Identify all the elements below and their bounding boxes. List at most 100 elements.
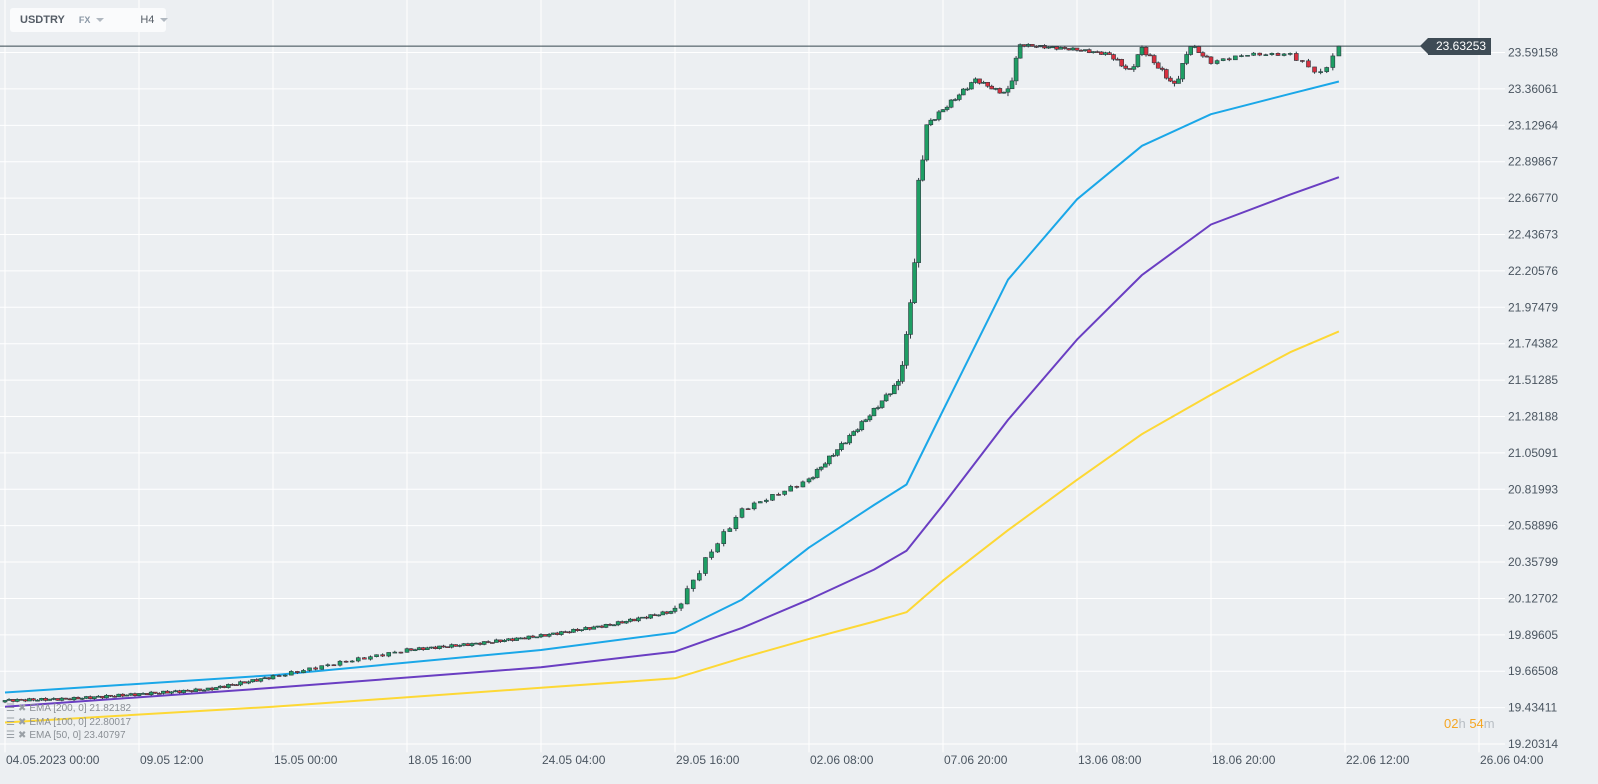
candle-up bbox=[250, 679, 255, 683]
candle-up bbox=[1184, 54, 1189, 64]
candle-down bbox=[1204, 55, 1210, 58]
close-icon[interactable]: ✖ bbox=[17, 703, 27, 714]
market-label: FX bbox=[78, 15, 91, 25]
candle-up bbox=[325, 664, 331, 667]
price-tick-label: 23.12964 bbox=[1508, 118, 1558, 132]
legend-item: ☰ ✖ EMA [100, 0] 22.80017 bbox=[6, 716, 131, 730]
timeframe-dropdown-icon[interactable] bbox=[160, 18, 169, 22]
candle-down bbox=[530, 635, 536, 638]
price-tick-label: 22.89867 bbox=[1508, 155, 1558, 169]
candle-up bbox=[181, 689, 186, 693]
countdown-hours: 02 bbox=[1444, 716, 1459, 731]
market-dropdown-icon[interactable] bbox=[96, 18, 105, 22]
candle-down bbox=[1300, 60, 1305, 62]
time-tick-label: 04.05.2023 00:00 bbox=[6, 753, 100, 767]
candle-up bbox=[374, 654, 379, 658]
candle-up bbox=[514, 637, 519, 641]
candle-up bbox=[506, 638, 511, 641]
legend-label: EMA [50, 0] 23.40797 bbox=[29, 730, 126, 741]
candle-up bbox=[6, 699, 12, 701]
candle-up bbox=[993, 88, 999, 90]
candle-down bbox=[1095, 51, 1100, 53]
candle-down bbox=[254, 679, 260, 682]
candle-down bbox=[1086, 49, 1092, 53]
candle-up bbox=[538, 634, 544, 638]
candle-down bbox=[1306, 60, 1311, 68]
candle-down bbox=[75, 696, 81, 700]
candle-down bbox=[433, 646, 438, 649]
candle-down bbox=[776, 494, 781, 496]
candle-down bbox=[221, 685, 227, 688]
price-tick-label: 19.20314 bbox=[1508, 737, 1558, 751]
candle-down bbox=[664, 611, 670, 614]
candle-down bbox=[165, 690, 170, 694]
candle-up bbox=[71, 696, 77, 701]
candle-up bbox=[715, 543, 720, 553]
candle-up bbox=[288, 671, 294, 676]
candle-up bbox=[47, 698, 52, 701]
candle-up bbox=[1090, 51, 1096, 53]
candle-up bbox=[709, 551, 714, 558]
candle-down bbox=[465, 643, 471, 646]
candle-down bbox=[1200, 52, 1206, 57]
candle-up bbox=[1318, 71, 1323, 73]
candle-up bbox=[757, 501, 763, 504]
time-tick-label: 13.06 08:00 bbox=[1078, 753, 1142, 767]
candle-up bbox=[1103, 52, 1108, 55]
candle-up bbox=[1239, 55, 1244, 57]
candle-down bbox=[1159, 67, 1165, 70]
candle-up bbox=[867, 415, 873, 421]
candle-up bbox=[1269, 52, 1275, 55]
candle-up bbox=[831, 454, 836, 457]
candle-up bbox=[904, 334, 909, 366]
candle-down bbox=[1115, 58, 1120, 61]
close-icon[interactable]: ✖ bbox=[17, 716, 27, 728]
time-tick-label: 09.05 12:00 bbox=[140, 753, 204, 767]
candle-down bbox=[23, 699, 28, 702]
time-axis[interactable]: 04.05.2023 00:00 09.05 12:00 15.05 00:00 18… bbox=[6, 753, 1544, 767]
candle-down bbox=[563, 631, 568, 633]
candle-up bbox=[932, 119, 938, 121]
candle-up bbox=[751, 502, 757, 510]
time-tick-label: 18.05 16:00 bbox=[408, 753, 472, 767]
symbol-label[interactable]: USDTRY bbox=[20, 14, 65, 26]
candle-up bbox=[764, 499, 769, 502]
price-axis[interactable]: 23.59158 23.36061 23.12964 22.89867 22.66770… bbox=[1508, 46, 1558, 751]
settings-icon[interactable]: ☰ bbox=[6, 703, 15, 714]
candle-down bbox=[542, 634, 548, 637]
candle-up bbox=[262, 677, 268, 680]
candle-down bbox=[498, 639, 503, 643]
candle-up bbox=[1017, 44, 1023, 59]
candle-up bbox=[1013, 57, 1019, 82]
candle-up bbox=[404, 648, 410, 653]
candle-up bbox=[469, 643, 475, 646]
timeframe-label[interactable]: H4 bbox=[140, 14, 155, 26]
candle-up bbox=[201, 689, 207, 692]
indicator-legend: ☰ ✖ EMA [200, 0] 21.82182 ☰ ✖ EMA [100, 0] 2… bbox=[6, 702, 131, 743]
candle-up bbox=[672, 607, 678, 612]
candle-down bbox=[144, 693, 150, 696]
candle-down bbox=[1143, 46, 1149, 56]
candle-up bbox=[640, 616, 645, 619]
candle-down bbox=[362, 657, 367, 660]
candle-up bbox=[1214, 60, 1220, 64]
candle-down bbox=[453, 644, 459, 647]
instrument-header: USDTRY FX H4 bbox=[10, 8, 169, 32]
candle-down bbox=[209, 687, 215, 691]
candle-down bbox=[112, 695, 117, 698]
price-tick-label: 20.35799 bbox=[1508, 555, 1558, 569]
candle-down bbox=[18, 699, 24, 701]
candle-up bbox=[205, 687, 211, 691]
settings-icon[interactable]: ☰ bbox=[6, 730, 15, 741]
settings-icon[interactable]: ☰ bbox=[6, 716, 15, 728]
candle-up bbox=[660, 611, 666, 616]
candle-down bbox=[599, 625, 605, 628]
close-icon[interactable]: ✖ bbox=[17, 730, 27, 741]
candle-down bbox=[522, 637, 528, 640]
candle-down bbox=[652, 614, 657, 616]
candle-up bbox=[337, 660, 343, 666]
candle-up bbox=[319, 665, 325, 670]
candle-up bbox=[559, 631, 564, 635]
candle-down bbox=[1054, 46, 1059, 50]
